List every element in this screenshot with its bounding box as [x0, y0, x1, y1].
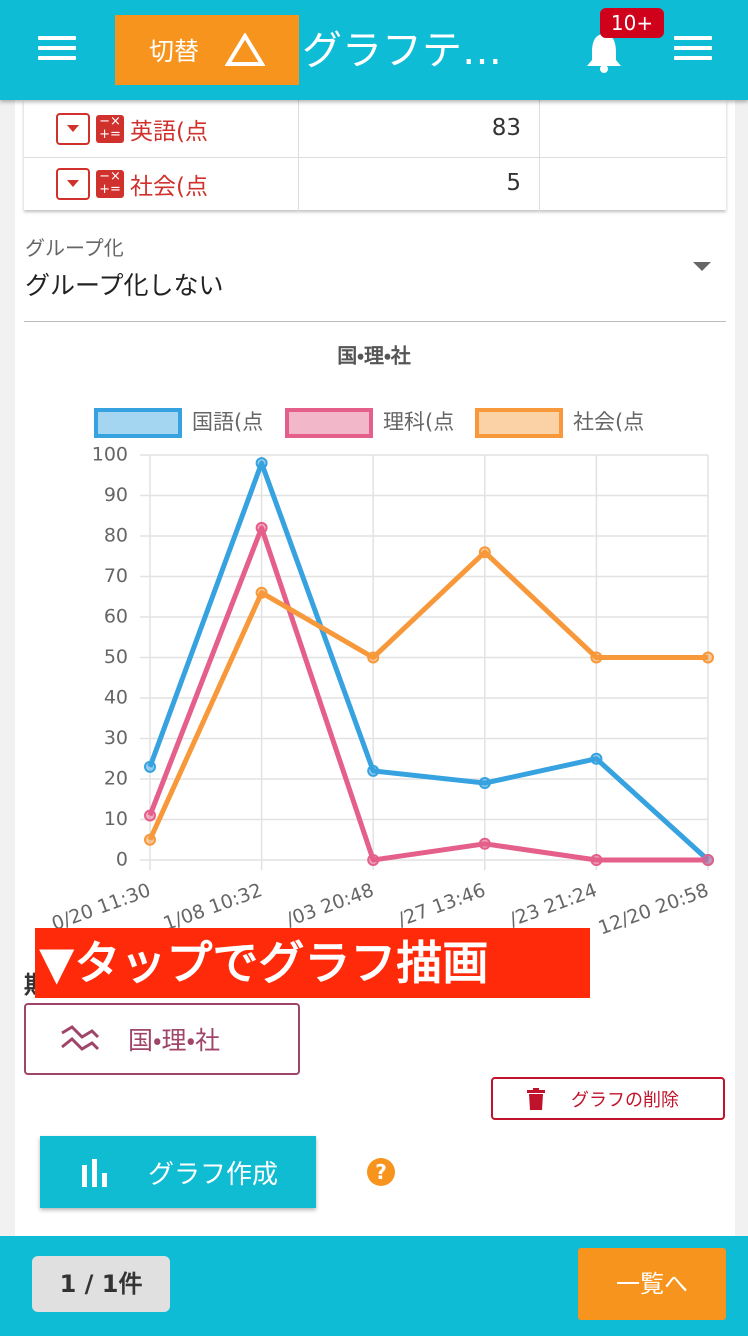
- row-value: 5: [266, 155, 540, 212]
- data-point: [590, 752, 603, 765]
- dropdown-toggle[interactable]: [56, 167, 90, 200]
- legend-label: 国語(点: [192, 410, 263, 434]
- x-tick-label: /27 13:46: [395, 879, 488, 931]
- row-label-cell: −× += 社会(点: [24, 155, 299, 212]
- data-point: [478, 837, 491, 850]
- y-tick-label: 50: [104, 646, 128, 668]
- series-line: [147, 460, 710, 862]
- legend-swatch: [285, 408, 373, 438]
- y-tick-label: 20: [104, 768, 128, 790]
- saved-graph-button[interactable]: 国・理・社: [24, 1003, 300, 1075]
- calc-icon: −× +=: [96, 169, 124, 198]
- menu-icon[interactable]: [38, 30, 76, 66]
- data-point: [702, 854, 714, 866]
- x-tick-label: 0/20 11:30: [49, 879, 154, 935]
- pagination: 1 / 1件: [32, 1256, 170, 1312]
- bell-icon[interactable]: [584, 30, 624, 74]
- data-point: [255, 521, 268, 534]
- data-point: [255, 457, 268, 470]
- legend-swatch: [475, 408, 563, 438]
- y-tick-label: 70: [104, 565, 128, 587]
- data-point: [590, 854, 603, 866]
- data-point: [367, 764, 380, 777]
- table-row: −× += 英語(点 83: [24, 100, 726, 158]
- menu-icon-right[interactable]: [674, 30, 712, 66]
- series-line: [147, 525, 708, 863]
- create-button[interactable]: グラフ作成: [40, 1136, 316, 1208]
- legend-label: 理科(点: [383, 410, 454, 434]
- switch-label: 切替: [149, 37, 200, 66]
- create-label: グラフ作成: [148, 1159, 279, 1190]
- data-point: [590, 651, 603, 664]
- grouping-label: グループ化: [25, 236, 124, 260]
- content-area: [15, 100, 735, 1236]
- x-tick-label: /23 21:24: [507, 879, 600, 931]
- data-point: [367, 854, 380, 866]
- help-icon[interactable]: ?: [367, 1158, 395, 1186]
- data-point: [478, 777, 491, 790]
- bar-chart-icon: [82, 1159, 107, 1187]
- x-tick-label: /03 20:48: [283, 879, 376, 931]
- delete-label: グラフの削除: [571, 1089, 679, 1111]
- row-label: 英語(点: [130, 118, 208, 145]
- y-tick-label: 10: [104, 808, 128, 830]
- y-tick-label: 90: [104, 484, 128, 506]
- y-tick-label: 30: [104, 727, 128, 749]
- chart-title: 国・理・社: [337, 344, 411, 368]
- chart: 国・理・社国語(点 理科(点 社会(点 0 10 20 30 40 50 60 70 80 90 100 0…: [49, 344, 714, 939]
- select-underline: [24, 321, 726, 322]
- dropdown-toggle[interactable]: [56, 112, 90, 145]
- y-tick-label: 40: [104, 687, 128, 709]
- y-tick-label: 60: [104, 606, 128, 628]
- data-point: [144, 833, 156, 846]
- x-tick-label: 1/08 10:32: [160, 879, 265, 935]
- footer: 1 / 1件 一覧へ: [0, 1236, 748, 1336]
- saved-graph-label: 国・理・社: [128, 1026, 221, 1055]
- row-label: 社会(点: [130, 173, 208, 200]
- data-point: [144, 760, 156, 773]
- delete-button[interactable]: グラフの削除: [491, 1077, 725, 1120]
- grouping-select[interactable]: グループ化しない: [25, 271, 224, 300]
- row-label-cell: −× += 英語(点: [24, 100, 299, 157]
- switch-button[interactable]: 切替: [115, 15, 299, 85]
- data-point: [702, 651, 714, 664]
- row-value: 83: [266, 100, 540, 157]
- line-chart-icon: [61, 1025, 100, 1051]
- data-point: [478, 546, 491, 559]
- notification-badge: 10+: [600, 8, 664, 38]
- y-tick-label: 100: [92, 444, 128, 466]
- data-point: [144, 809, 156, 822]
- data-point: [255, 586, 268, 599]
- data-table: −× += 英語(点 83 −× += 社会(点 5: [24, 100, 726, 212]
- y-tick-label: 0: [116, 849, 128, 871]
- legend-swatch: [94, 408, 182, 438]
- header: 切替 グラフテ… 10+: [0, 0, 748, 100]
- table-row: −× += 社会(点 5: [24, 155, 726, 212]
- x-tick-label: 12/20 20:58: [595, 879, 711, 939]
- triangle-icon: [225, 33, 266, 66]
- series-line: [147, 549, 708, 841]
- calc-icon: −× +=: [96, 114, 124, 143]
- trash-icon: [527, 1087, 545, 1110]
- y-tick-label: 80: [104, 525, 128, 547]
- instruction-banner: ▼タップでグラフ描画: [35, 928, 590, 998]
- page-title: グラフテ…: [302, 28, 502, 74]
- select-arrow: [693, 262, 711, 271]
- list-button[interactable]: 一覧へ: [578, 1248, 726, 1320]
- legend-label: 社会(点: [573, 410, 644, 434]
- data-point: [367, 651, 380, 664]
